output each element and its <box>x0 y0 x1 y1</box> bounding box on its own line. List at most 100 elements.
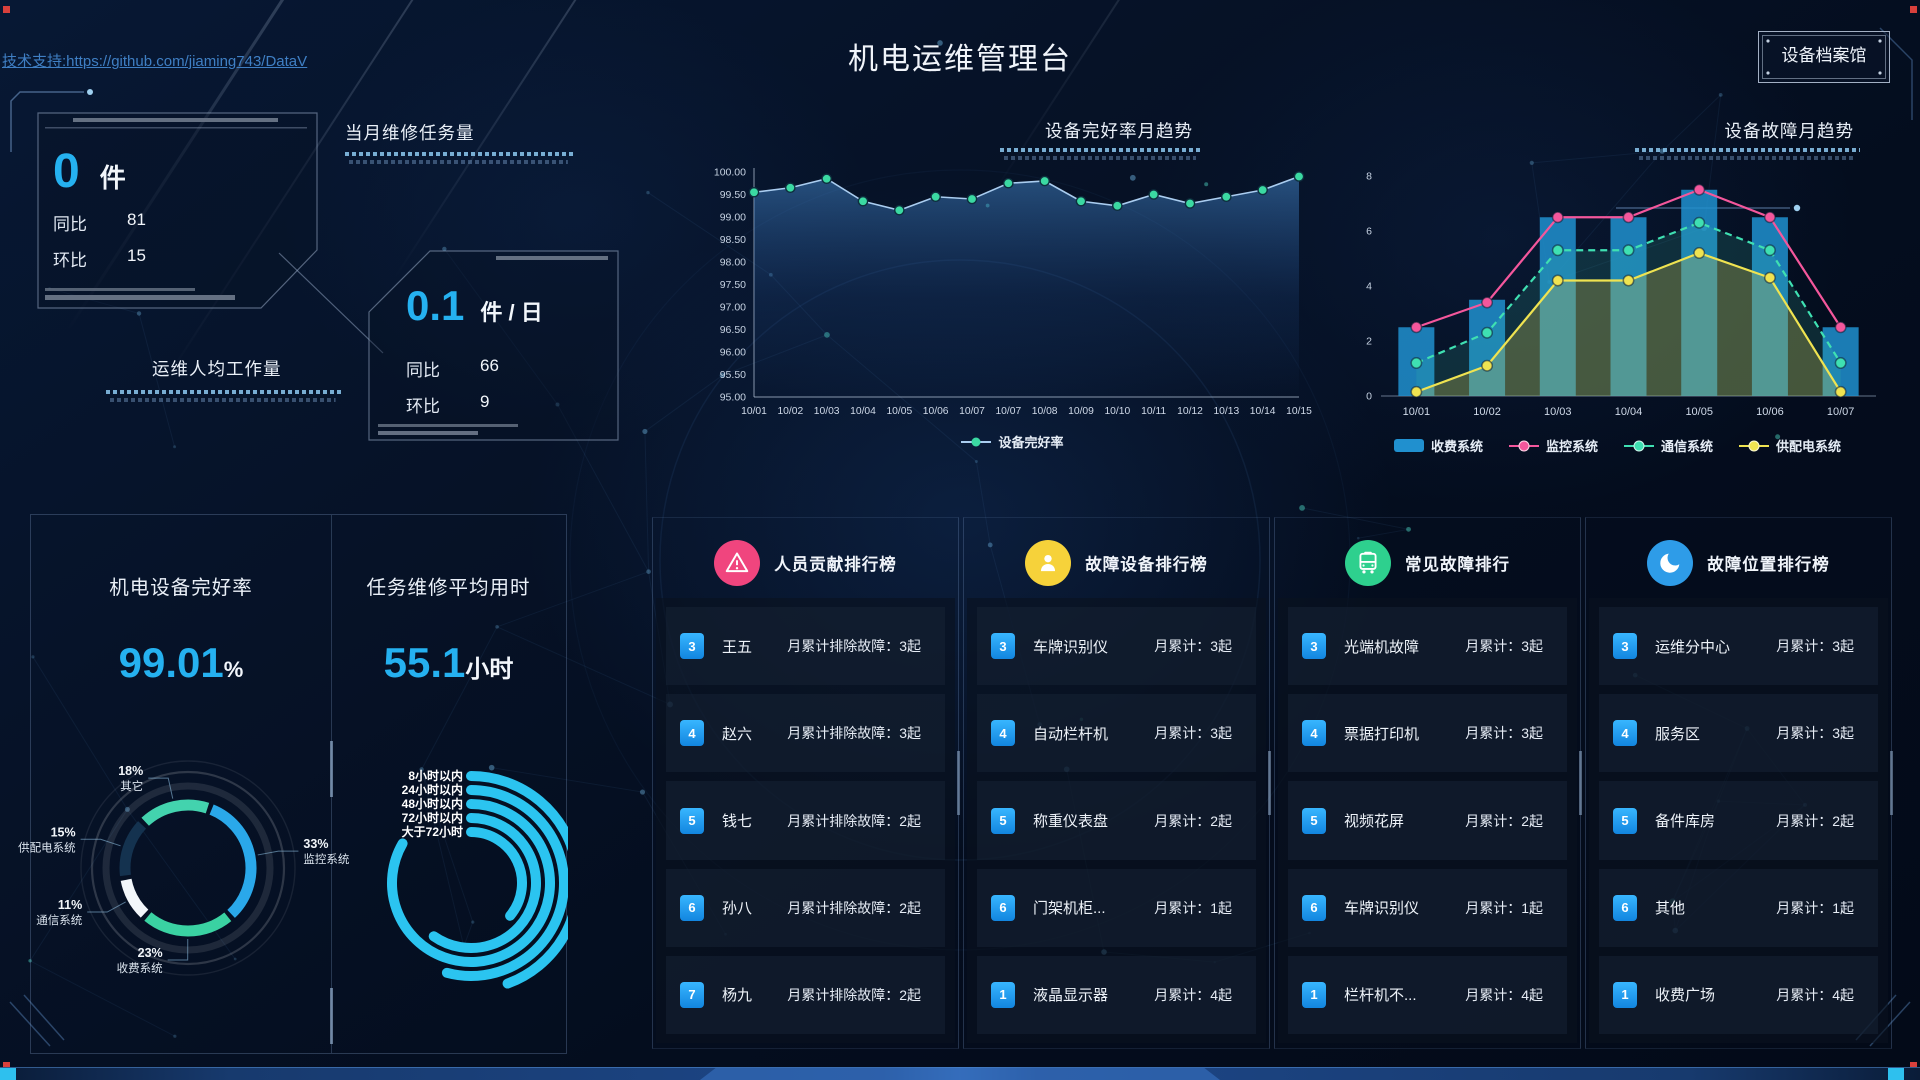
svg-text:10/04: 10/04 <box>1615 406 1643 418</box>
rank-detail: 月累计：3起 <box>1154 725 1232 742</box>
ranking-header: 人员贡献排行榜 <box>653 518 958 602</box>
corner-square <box>1910 6 1917 13</box>
ranking-list: 3 王五 月累计排除故障：3起 4 赵六 月累计排除故障：3起 5 钱七 月累计排除故障：2起 6… <box>656 598 955 1043</box>
rank-badge: 6 <box>991 894 1015 921</box>
rank-badge: 4 <box>991 720 1015 747</box>
bottom-decoration-bar <box>0 1067 1920 1080</box>
rank-name: 门架机柜... <box>1033 900 1106 918</box>
legend-item[interactable]: 设备完好率 <box>961 432 1064 451</box>
svg-text:10/02: 10/02 <box>1473 406 1501 418</box>
list-item: 3 运维分中心 月累计：3起 <box>1599 607 1878 686</box>
rank-detail: 月累计：2起 <box>1465 812 1543 829</box>
rank-detail: 月累计：4起 <box>1776 986 1854 1003</box>
list-item: 6 孙八 月累计排除故障：2起 <box>666 868 945 947</box>
rank-badge: 4 <box>680 720 704 747</box>
svg-text:其它: 其它 <box>120 779 143 793</box>
rank-badge: 7 <box>680 981 704 1008</box>
health-trend-title: 设备完好率月趋势 <box>1045 121 1193 141</box>
line-dot-swatch <box>961 437 992 446</box>
legend-item[interactable]: 收费系统 <box>1393 436 1483 455</box>
monthly-task-label: 当月维修任务量 <box>345 123 475 143</box>
ranking-list: 3 光端机故障 月累计：3起 4 票据打印机 月累计：3起 5 视频花屏 月累计：2起 6 车牌识别… <box>1278 598 1577 1043</box>
svg-text:10/14: 10/14 <box>1250 406 1276 417</box>
svg-text:10/07: 10/07 <box>995 406 1021 417</box>
ranking-list: 3 车牌识别仪 月累计：3起 4 自动栏杆机 月累计：3起 5 称重仪表盘 月累计：2起 6 门架机… <box>967 598 1266 1043</box>
repair-time-value: 55.1 <box>383 639 466 686</box>
list-item: 3 光端机故障 月累计：3起 <box>1288 607 1567 686</box>
svg-text:10/04: 10/04 <box>850 406 876 417</box>
ranking-panel: 常见故障排行 3 光端机故障 月累计：3起 4 票据打印机 月累计：3起 5 视频花屏 月累计：2… <box>1274 517 1582 1049</box>
github-link[interactable]: https://github.com/jiaming743/DataV <box>66 53 308 70</box>
svg-text:10/12: 10/12 <box>1177 406 1203 417</box>
corner-square <box>1910 1062 1917 1069</box>
svg-text:72小时以内: 72小时以内 <box>402 810 463 825</box>
ranking-panel: 人员贡献排行榜 3 王五 月累计排除故障：3起 4 赵六 月累计排除故障：3起 5 钱七 月累计排… <box>652 517 960 1049</box>
rank-detail: 月累计排除故障：2起 <box>787 899 921 916</box>
rank-name: 液晶显示器 <box>1033 987 1109 1005</box>
page-title: 机电运维管理台 <box>848 43 1072 76</box>
rank-badge: 5 <box>1302 807 1326 834</box>
rank-detail: 月累计：1起 <box>1465 899 1543 916</box>
yoy-label: 同比 <box>53 215 87 234</box>
ranking-title: 人员贡献排行榜 <box>774 556 897 574</box>
svg-text:100.00: 100.00 <box>714 167 746 179</box>
list-item: 3 王五 月累计排除故障：3起 <box>666 607 945 686</box>
svg-text:10/06: 10/06 <box>1756 406 1784 418</box>
svg-text:10/01: 10/01 <box>741 406 767 417</box>
svg-text:95.00: 95.00 <box>720 392 746 404</box>
svg-text:11%: 11% <box>58 898 82 912</box>
ranking-header: 常见故障排行 <box>1275 518 1580 602</box>
card-frame-decoration <box>368 250 619 441</box>
rank-detail: 月累计：3起 <box>1465 725 1543 742</box>
rank-badge: 3 <box>680 633 704 660</box>
dot-strip-decoration <box>345 152 573 165</box>
health-trend-chart-panel: 设备完好率月趋势 100.00 99.50 99.00 98.50 98.00 97.50… <box>690 118 1335 468</box>
dot-strip-decoration <box>1635 148 1860 161</box>
bus-icon <box>1345 540 1391 586</box>
mom-label: 环比 <box>53 251 87 270</box>
legend-item[interactable]: 监控系统 <box>1508 436 1598 455</box>
rank-name: 称重仪表盘 <box>1033 813 1109 830</box>
list-item: 5 钱七 月累计排除故障：2起 <box>666 781 945 860</box>
rank-name: 孙八 <box>722 900 753 918</box>
legend-item[interactable]: 通信系统 <box>1624 436 1713 455</box>
health-trend-legend: 设备完好率 <box>690 432 1335 451</box>
svg-text:10/09: 10/09 <box>1068 406 1094 417</box>
alert-triangle-icon <box>714 540 761 586</box>
svg-text:4: 4 <box>1366 281 1372 293</box>
svg-text:97.50: 97.50 <box>720 279 746 291</box>
ranking-panels: 人员贡献排行榜 3 王五 月累计排除故障：3起 4 赵六 月累计排除故障：3起 5 钱七 月累计排… <box>652 517 1893 1049</box>
equipment-health-unit: % <box>223 657 244 682</box>
svg-text:10/10: 10/10 <box>1104 406 1130 417</box>
mom-label: 环比 <box>406 397 440 416</box>
mom-value: 9 <box>480 392 490 411</box>
svg-text:10/15: 10/15 <box>1286 406 1312 417</box>
rank-detail: 月累计：3起 <box>1776 638 1854 655</box>
svg-text:通信系统: 通信系统 <box>36 914 82 927</box>
rank-name: 收费广场 <box>1655 987 1716 1005</box>
fault-trend-title: 设备故障月趋势 <box>1724 121 1854 141</box>
health-and-repair-panel: 机电设备完好率 99.01% 33% 监控系统 23% 收费系统 11% 通信系统 15% 供… <box>18 514 568 1054</box>
yoy-label: 同比 <box>406 361 440 380</box>
svg-text:97.00: 97.00 <box>720 302 746 314</box>
rank-name: 其他 <box>1655 900 1686 918</box>
list-item: 4 赵六 月累计排除故障：3起 <box>666 694 945 773</box>
rank-name: 杨九 <box>722 987 753 1005</box>
svg-text:收费系统: 收费系统 <box>117 961 163 975</box>
svg-text:10/06: 10/06 <box>923 406 949 417</box>
rank-badge: 6 <box>1613 894 1637 921</box>
per-capita-value: 0.1 <box>406 282 465 329</box>
fault-trend-chart-panel: 设备故障月趋势 0 2 4 6 8 10/01 10/02 10/03 10/04 10/05 10… <box>1345 118 1890 468</box>
rank-name: 光端机故障 <box>1344 638 1420 656</box>
device-archive-button[interactable]: 设备档案馆 <box>1758 31 1890 83</box>
tech-support-prefix: 技术支持: <box>2 53 67 70</box>
ranking-header: 故障位置排行榜 <box>1586 518 1891 602</box>
person-icon <box>1025 540 1072 586</box>
line-dot-swatch <box>1624 440 1654 451</box>
fault-trend-chart: 0 2 4 6 8 10/01 10/02 10/03 10/04 10/05 10/06 10/07 <box>1366 171 1876 418</box>
moon-icon <box>1647 540 1694 586</box>
legend-item[interactable]: 供配电系统 <box>1739 436 1841 455</box>
corner-square <box>3 6 10 13</box>
svg-text:24小时以内: 24小时以内 <box>402 782 463 797</box>
legend-label: 收费系统 <box>1430 439 1483 454</box>
